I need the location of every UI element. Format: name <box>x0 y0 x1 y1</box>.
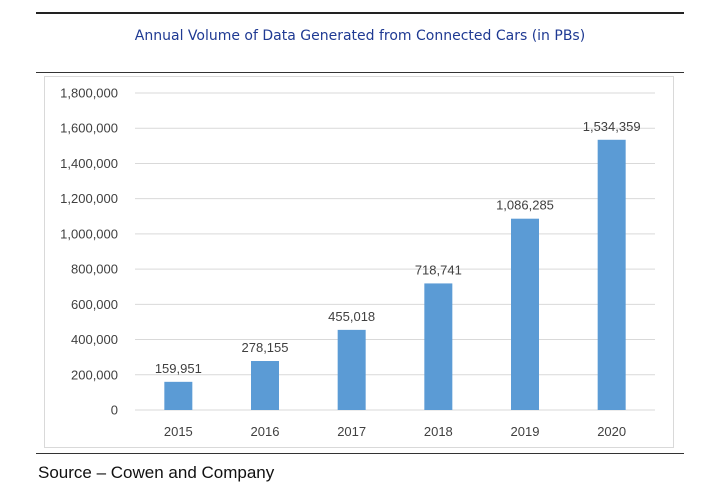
data-label: 718,741 <box>415 262 462 277</box>
x-tick-label: 2015 <box>164 424 193 439</box>
data-label: 159,951 <box>155 361 202 376</box>
bar-2015 <box>164 381 193 410</box>
y-tick-label: 1,800,000 <box>60 86 118 101</box>
bar-2019 <box>511 218 539 410</box>
y-tick-label: 1,200,000 <box>60 191 118 206</box>
y-tick-label: 0 <box>111 403 118 418</box>
bar-2016 <box>251 361 279 410</box>
source-note: Source – Cowen and Company <box>38 463 275 482</box>
chart-frame <box>44 76 674 448</box>
title-rule <box>36 72 684 73</box>
bar-2018 <box>424 283 453 410</box>
data-label: 1,086,285 <box>496 198 554 213</box>
x-tick-label: 2019 <box>511 424 540 439</box>
y-tick-label: 1,000,000 <box>60 226 118 241</box>
data-label: 1,534,359 <box>583 119 641 134</box>
x-tick-label: 2017 <box>337 424 366 439</box>
bar-2020 <box>597 139 626 410</box>
x-tick-label: 2020 <box>597 424 626 439</box>
data-label: 278,155 <box>242 340 289 355</box>
bar-2017 <box>337 329 366 410</box>
data-label: 455,018 <box>328 309 375 324</box>
y-tick-label: 800,000 <box>71 262 118 277</box>
y-tick-label: 1,600,000 <box>60 121 118 136</box>
top-rule <box>36 12 684 14</box>
y-tick-label: 600,000 <box>71 297 118 312</box>
x-tick-label: 2016 <box>251 424 280 439</box>
y-tick-label: 400,000 <box>71 332 118 347</box>
y-tick-label: 1,400,000 <box>60 156 118 171</box>
chart-title: Annual Volume of Data Generated from Con… <box>134 28 586 44</box>
y-tick-label: 200,000 <box>71 367 118 382</box>
x-tick-label: 2018 <box>424 424 453 439</box>
bottom-rule <box>36 453 684 454</box>
